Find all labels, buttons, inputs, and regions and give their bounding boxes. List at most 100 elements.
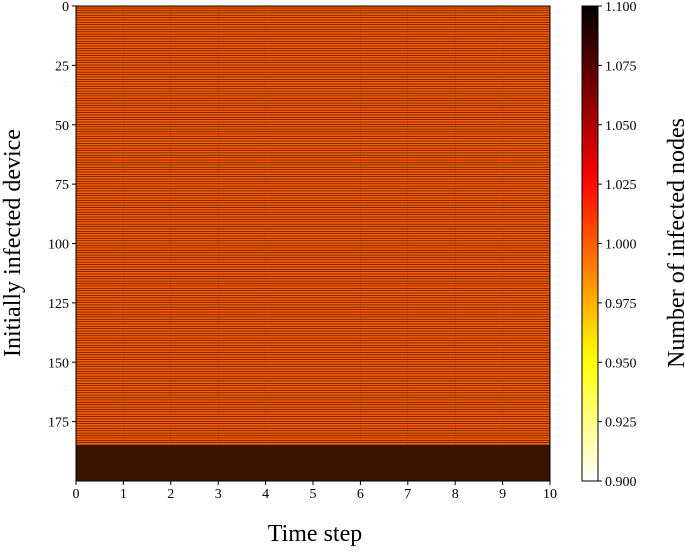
heatmap-cell — [407, 383, 456, 386]
heatmap-cell — [455, 96, 503, 98]
heatmap-cell — [360, 395, 408, 398]
heatmap-cell — [218, 395, 266, 398]
heatmap-cell — [76, 438, 124, 440]
heatmap-cell — [407, 333, 456, 336]
heatmap-cell — [123, 319, 171, 322]
heatmap-cell — [313, 36, 361, 39]
heatmap-cell — [265, 264, 313, 267]
heatmap-cell — [360, 433, 408, 436]
heatmap-cell — [218, 412, 266, 414]
heatmap-cell — [313, 267, 361, 269]
heatmap-cell — [123, 345, 171, 348]
heatmap-cell — [502, 340, 550, 343]
heatmap-cell — [265, 395, 313, 398]
heatmap-cell — [265, 412, 313, 414]
heatmap-cell — [265, 236, 313, 239]
heatmap-cell — [170, 438, 219, 440]
heatmap-cell — [76, 165, 124, 167]
heatmap-cell — [76, 319, 124, 322]
heatmap-cell — [76, 352, 124, 355]
heatmap-cell — [76, 70, 124, 72]
heatmap-cell — [455, 63, 503, 65]
colorbar-tick-label: 1.025 — [605, 178, 637, 193]
heatmap-cell — [360, 67, 408, 70]
heatmap-cell — [502, 129, 550, 132]
heatmap-cell — [313, 405, 361, 407]
heatmap-cell — [76, 29, 124, 32]
heatmap-cell — [360, 205, 408, 208]
heatmap-cell — [360, 39, 408, 41]
heatmap-cell — [170, 333, 219, 336]
heatmap-cell — [123, 169, 171, 172]
heatmap-cell — [123, 390, 171, 393]
heatmap-cell — [360, 148, 408, 151]
heatmap-cell — [123, 397, 171, 400]
heatmap-cell — [76, 110, 124, 113]
heatmap-cell — [76, 386, 124, 388]
heatmap-cell — [218, 243, 266, 246]
heatmap-cell — [123, 276, 171, 279]
heatmap-cell — [360, 314, 408, 317]
heatmap-cell — [265, 405, 313, 407]
heatmap-cell — [170, 317, 219, 319]
heatmap-cell — [407, 283, 456, 286]
heatmap-cell — [360, 29, 408, 32]
heatmap-cell — [407, 191, 456, 193]
heatmap-cell — [265, 295, 313, 298]
heatmap-cell — [170, 55, 219, 58]
heatmap-cell — [502, 343, 550, 345]
heatmap-cell — [360, 381, 408, 383]
heatmap-cell — [170, 205, 219, 208]
heatmap-cell — [76, 257, 124, 260]
heatmap-cell — [407, 421, 456, 424]
heatmap-cell — [76, 51, 124, 53]
heatmap-cell — [123, 15, 171, 18]
heatmap-cell — [360, 112, 408, 115]
heatmap-cell — [360, 245, 408, 248]
heatmap-cell — [76, 124, 124, 127]
heatmap-cell — [265, 293, 313, 296]
heatmap-cell — [76, 10, 124, 13]
heatmap-cell — [76, 269, 124, 272]
heatmap-cell — [170, 274, 219, 277]
heatmap-cell — [360, 367, 408, 369]
heatmap-cell — [76, 443, 124, 445]
heatmap-cell — [313, 105, 361, 108]
heatmap-cell — [76, 44, 124, 46]
heatmap-cell — [502, 108, 550, 110]
heatmap-cell — [76, 89, 124, 91]
heatmap-cell — [218, 117, 266, 120]
heatmap-cell — [76, 357, 124, 360]
heatmap-cell — [407, 321, 456, 324]
heatmap-cell — [218, 300, 266, 303]
heatmap-cell — [313, 188, 361, 191]
heatmap-cell — [218, 402, 266, 405]
heatmap-cell — [76, 203, 124, 205]
heatmap-cell — [123, 160, 171, 163]
heatmap-cell — [265, 79, 313, 82]
heatmap-cell — [218, 428, 266, 431]
heatmap-cell — [407, 96, 456, 98]
heatmap-cell — [407, 103, 456, 106]
heatmap-cell — [455, 359, 503, 362]
heatmap-cell — [502, 53, 550, 56]
heatmap-cell — [313, 193, 361, 196]
heatmap-cell — [170, 312, 219, 315]
heatmap-cell — [170, 431, 219, 433]
heatmap-cell — [502, 51, 550, 53]
heatmap-cell — [313, 93, 361, 96]
heatmap-cell — [313, 198, 361, 201]
heatmap-cell — [170, 212, 219, 215]
heatmap-cell — [360, 319, 408, 322]
heatmap-cell — [265, 91, 313, 94]
heatmap-cell — [407, 129, 456, 132]
heatmap-cell — [170, 181, 219, 184]
heatmap-cell — [76, 374, 124, 376]
heatmap-cell — [360, 17, 408, 20]
heatmap-cell — [407, 203, 456, 205]
heatmap-cell — [265, 203, 313, 205]
heatmap-cell — [455, 229, 503, 231]
heatmap-cell — [313, 345, 361, 348]
heatmap-cell — [407, 127, 456, 129]
heatmap-cell — [407, 153, 456, 155]
